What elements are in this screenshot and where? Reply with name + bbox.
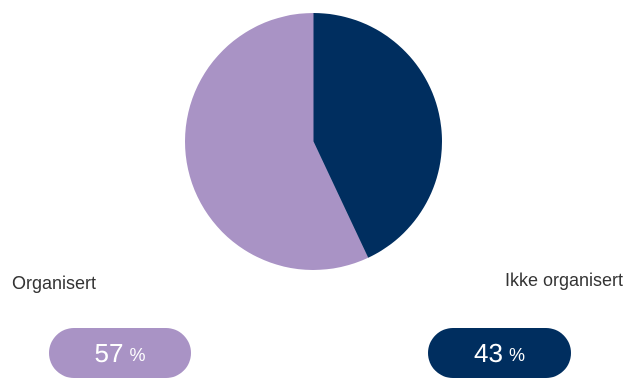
value-badge-organisert: 57 % [49,328,191,378]
value-ikke-organisert: 43 [474,337,503,368]
pie-slice-organisert [185,13,369,270]
value-badge-ikke-organisert: 43 % [428,328,571,378]
legend-label-ikke-organisert: Ikke organisert [504,270,623,290]
value-organisert: 57 [94,337,124,368]
pie-slice-ikke-organisert [313,13,442,258]
legend-label-organisert: Organisert [12,273,97,293]
percent-sign-ikke-organisert: % [508,344,525,365]
percent-sign-organisert: % [129,344,146,365]
